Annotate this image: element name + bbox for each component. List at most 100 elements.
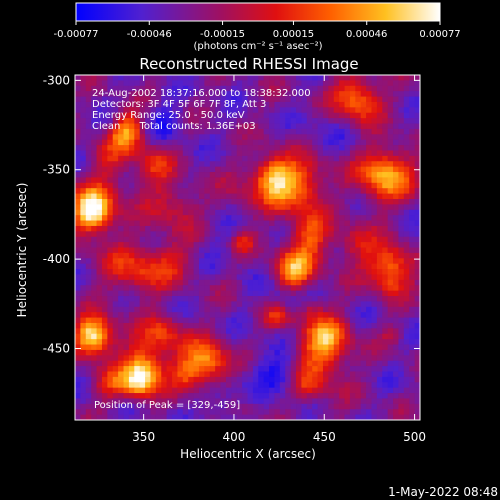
heatmap-cell — [118, 382, 124, 389]
heatmap-cell — [118, 312, 124, 318]
heatmap-cell — [118, 231, 124, 238]
heatmap-cell — [393, 263, 399, 270]
heatmap-cell — [177, 155, 184, 162]
heatmap-cell — [91, 317, 97, 324]
heatmap-cell — [258, 252, 265, 259]
heatmap-cell — [155, 290, 162, 297]
heatmap-cell — [155, 123, 162, 130]
heatmap-cell — [225, 80, 232, 87]
heatmap-cell — [366, 101, 372, 108]
heatmap-cell — [366, 328, 372, 335]
heatmap-cell — [269, 161, 275, 168]
heatmap-cell — [182, 134, 189, 141]
heatmap-cell — [91, 215, 97, 221]
heatmap-cell — [355, 258, 362, 265]
heatmap-cell — [322, 161, 329, 168]
heatmap-cell — [301, 285, 308, 292]
heatmap-cell — [123, 150, 130, 157]
heatmap-cell — [85, 172, 92, 178]
heatmap-cell — [107, 215, 114, 221]
heatmap-cell — [398, 85, 405, 92]
heatmap-cell — [355, 274, 362, 281]
heatmap-cell — [204, 91, 211, 97]
heatmap-cell — [355, 225, 362, 232]
heatmap-cell — [366, 333, 372, 340]
heatmap-cell — [123, 409, 130, 416]
heatmap-cell — [312, 198, 318, 205]
heatmap-cell — [306, 403, 313, 410]
heatmap-cell — [333, 145, 340, 151]
heatmap-cell — [328, 204, 335, 211]
heatmap-cell — [371, 247, 378, 254]
heatmap-cell — [296, 371, 302, 378]
heatmap-cell — [339, 306, 345, 313]
heatmap-cell — [209, 279, 216, 286]
heatmap-cell — [91, 177, 97, 184]
heatmap-cell — [139, 252, 146, 259]
heatmap-cell — [355, 382, 362, 389]
heatmap-cell — [269, 387, 275, 394]
heatmap-cell — [150, 177, 157, 184]
heatmap-cell — [80, 118, 87, 124]
heatmap-cell — [225, 376, 232, 383]
annotation-energy: Energy Range: 25.0 - 50.0 keV — [92, 110, 245, 121]
heatmap-cell — [85, 182, 92, 189]
heatmap-cell — [296, 409, 302, 416]
heatmap-cell — [274, 193, 281, 200]
heatmap-cell — [393, 328, 399, 335]
heatmap-cell — [355, 220, 362, 227]
heatmap-cell — [269, 274, 275, 281]
heatmap-cell — [393, 366, 399, 372]
heatmap-cell — [128, 252, 135, 259]
heatmap-cell — [188, 339, 194, 345]
heatmap-cell — [344, 360, 351, 367]
heatmap-cell — [301, 166, 308, 173]
heatmap-cell — [150, 409, 157, 416]
heatmap-cell — [328, 274, 335, 281]
heatmap-cell — [236, 403, 243, 410]
heatmap-cell — [349, 290, 356, 297]
heatmap-cell — [355, 123, 362, 130]
heatmap-cell — [247, 209, 254, 216]
heatmap-cell — [215, 355, 221, 362]
heatmap-cell — [296, 112, 302, 119]
heatmap-cell — [107, 376, 114, 383]
heatmap-cell — [161, 414, 168, 420]
heatmap-cell — [128, 360, 135, 367]
heatmap-cell — [344, 193, 351, 200]
heatmap-cell — [166, 296, 173, 302]
heatmap-cell — [387, 328, 394, 335]
heatmap-cell — [339, 172, 345, 178]
heatmap-cell — [366, 96, 372, 103]
heatmap-cell — [263, 333, 270, 340]
heatmap-cell — [328, 128, 335, 135]
heatmap-cell — [247, 355, 254, 362]
heatmap-cell — [145, 349, 151, 356]
heatmap-cell — [242, 193, 248, 200]
heatmap-cell — [91, 403, 97, 410]
heatmap-cell — [306, 193, 313, 200]
heatmap-cell — [134, 382, 141, 389]
heatmap-cell — [198, 101, 205, 108]
heatmap-cell — [150, 112, 157, 119]
heatmap-cell — [252, 96, 259, 103]
heatmap-cell — [274, 172, 281, 178]
heatmap-cell — [279, 317, 286, 324]
heatmap-cell — [376, 398, 383, 405]
heatmap-cell — [172, 258, 178, 265]
heatmap-cell — [128, 101, 135, 108]
heatmap-cell — [166, 172, 173, 178]
heatmap-cell — [387, 220, 394, 227]
heatmap-cell — [155, 263, 162, 270]
heatmap-cell — [225, 252, 232, 259]
heatmap-cell — [101, 252, 108, 259]
heatmap-cell — [360, 258, 367, 265]
heatmap-cell — [177, 225, 184, 232]
heatmap-cell — [242, 112, 248, 119]
heatmap-cell — [145, 306, 151, 313]
heatmap-cell — [360, 366, 367, 372]
heatmap-cell — [301, 80, 308, 87]
heatmap-cell — [382, 198, 389, 205]
heatmap-cell — [285, 134, 292, 141]
heatmap-cell — [101, 398, 108, 405]
